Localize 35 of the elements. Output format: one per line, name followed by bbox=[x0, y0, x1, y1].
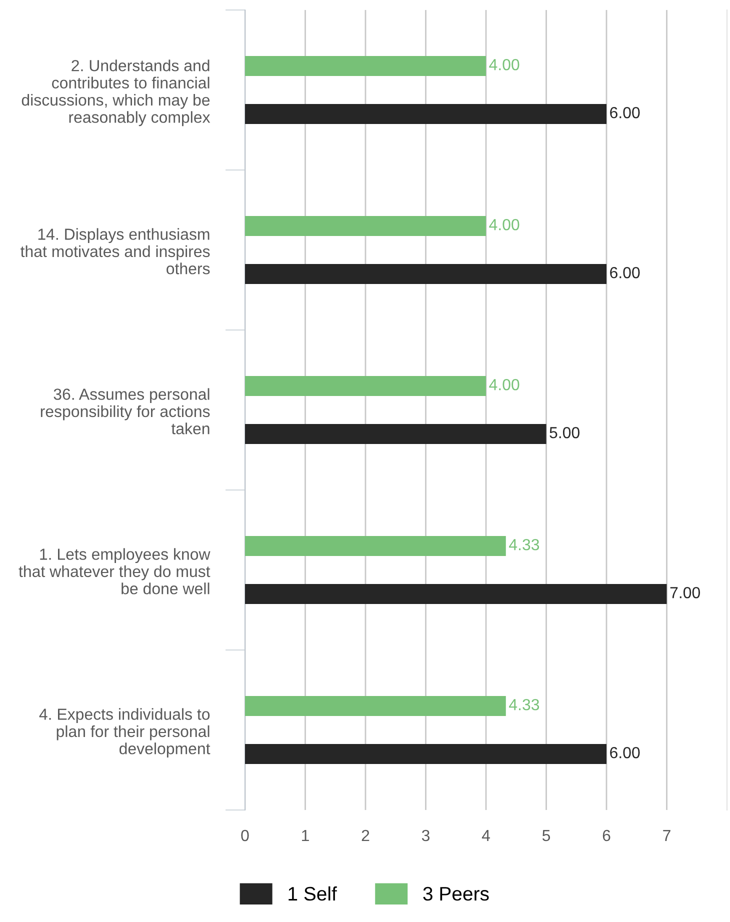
data-label: 4.33 bbox=[509, 538, 540, 550]
data-label: 6.00 bbox=[610, 266, 640, 278]
x-tick-label: 3 bbox=[422, 830, 430, 842]
x-tick-label: 0 bbox=[241, 830, 249, 842]
y-tick-label: 4. Expects individuals to plan for their personal development bbox=[39, 708, 210, 758]
bar bbox=[245, 584, 667, 604]
bar bbox=[245, 744, 606, 764]
y-tick-label: 36. Assumes personal responsibility for actions taken bbox=[40, 388, 210, 434]
x-tick-label: 5 bbox=[542, 830, 550, 842]
data-label: 4.00 bbox=[489, 218, 520, 230]
x-tick-label: 2 bbox=[362, 830, 370, 842]
x-tick-label: 1 bbox=[302, 830, 309, 842]
y-tick-label: 2. Understands and contributes to financial discussions, which may be reasonably complex bbox=[22, 60, 210, 126]
y-tick-label: 14. Displays enthusiasm that motivates and inspires others bbox=[20, 228, 210, 274]
data-label: 4.00 bbox=[489, 58, 520, 70]
data-label: 6.00 bbox=[610, 106, 640, 118]
bar bbox=[245, 216, 486, 236]
bar bbox=[245, 424, 546, 444]
y-tick-label: 1. Lets employees know that whatever they do must be done well bbox=[18, 548, 210, 594]
legend-label: 3 Peers bbox=[423, 886, 489, 901]
bar bbox=[245, 264, 606, 284]
bar bbox=[245, 104, 606, 124]
bar bbox=[245, 56, 486, 76]
legend-label: 1 Self bbox=[288, 886, 337, 901]
data-label: 4.00 bbox=[489, 378, 520, 390]
bar bbox=[245, 696, 506, 716]
data-label: 5.00 bbox=[550, 426, 580, 438]
x-tick-label: 6 bbox=[602, 830, 610, 842]
data-label: 7.00 bbox=[670, 586, 700, 598]
bar bbox=[245, 536, 506, 556]
data-label: 4.33 bbox=[509, 698, 540, 710]
x-tick-label: 4 bbox=[482, 830, 490, 842]
bar bbox=[245, 376, 486, 396]
x-tick-label: 7 bbox=[663, 830, 670, 842]
data-label: 6.00 bbox=[610, 746, 640, 758]
